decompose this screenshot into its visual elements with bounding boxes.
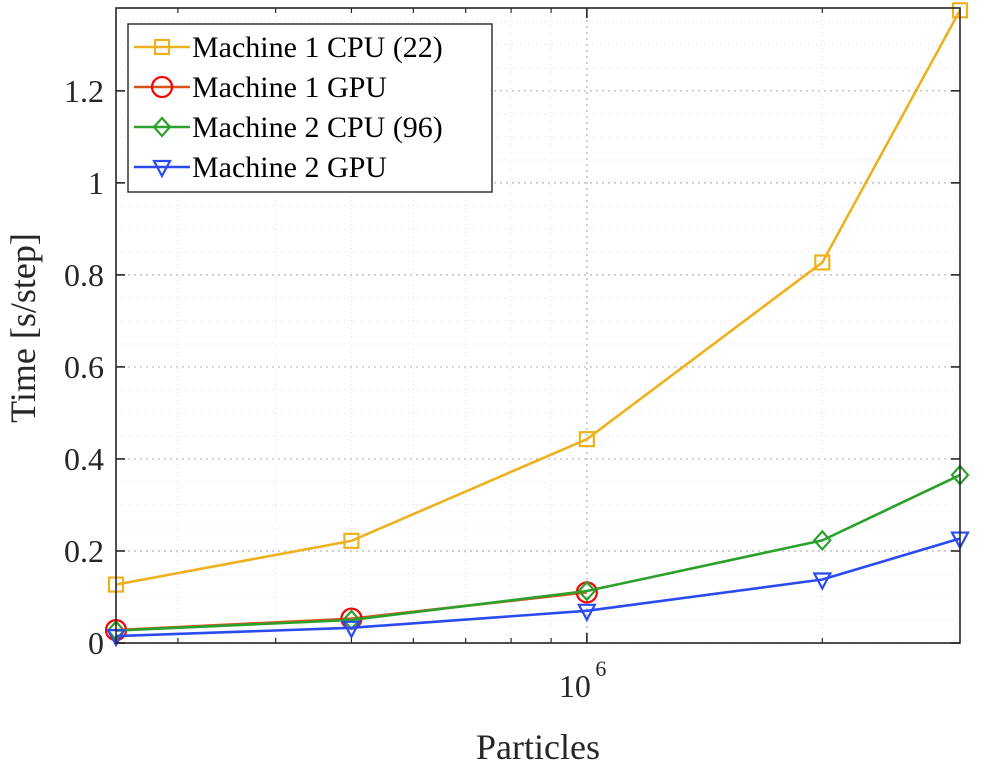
y-axis-label: Time [s/step] [3, 233, 43, 423]
x-tick-label: 10 [559, 668, 591, 704]
series-line [115, 537, 961, 638]
x-axis-label: Particles [476, 727, 600, 767]
legend-entry: Machine 1 CPU (22) [134, 31, 443, 64]
data-point-square [578, 431, 595, 448]
data-point-square [343, 532, 360, 549]
data-point-triangle-down [341, 620, 362, 640]
legend-entry: Machine 2 GPU [134, 151, 387, 184]
y-tick-label: 0.2 [64, 533, 104, 569]
data-point-square [153, 38, 171, 56]
y-tick-label: 0.4 [64, 441, 104, 477]
series-line [115, 473, 961, 632]
data-point-triangle-down [152, 159, 172, 179]
legend-box [127, 23, 493, 193]
legend-label: Machine 1 CPU (22) [192, 31, 443, 64]
legend: Machine 1 CPU (22) Machine 1 GPU Machine 2… [127, 23, 493, 193]
legend-label: Machine 2 CPU (96) [192, 111, 443, 144]
axes-box [115, 7, 961, 644]
x-tick-exponent: 6 [595, 656, 606, 681]
data-point-diamond [577, 580, 597, 602]
y-tick-label: 1.2 [64, 73, 104, 109]
legend-label: Machine 2 GPU [192, 151, 387, 184]
series-line [115, 9, 962, 586]
data-point-circle [150, 75, 174, 99]
data-point-diamond [152, 116, 172, 138]
y-tick-label: 0.6 [64, 349, 104, 385]
y-tick-label: 1 [88, 165, 104, 201]
data-point-diamond [812, 529, 832, 552]
y-tick-label: 0.8 [64, 257, 104, 293]
data-point-triangle-down [812, 572, 833, 591]
legend-entry: Machine 2 CPU (96) [134, 111, 443, 144]
legend-label: Machine 1 GPU [192, 71, 387, 104]
data-point-square [814, 254, 831, 271]
legend-entry: Machine 1 GPU [134, 71, 387, 104]
tick-labels: 0 0.2 0.4 0.6 0.8 1 1.2 10 6 [64, 73, 606, 704]
axes [115, 7, 961, 644]
y-tick-label: 0 [88, 625, 104, 661]
data-point-triangle-down [577, 603, 597, 623]
